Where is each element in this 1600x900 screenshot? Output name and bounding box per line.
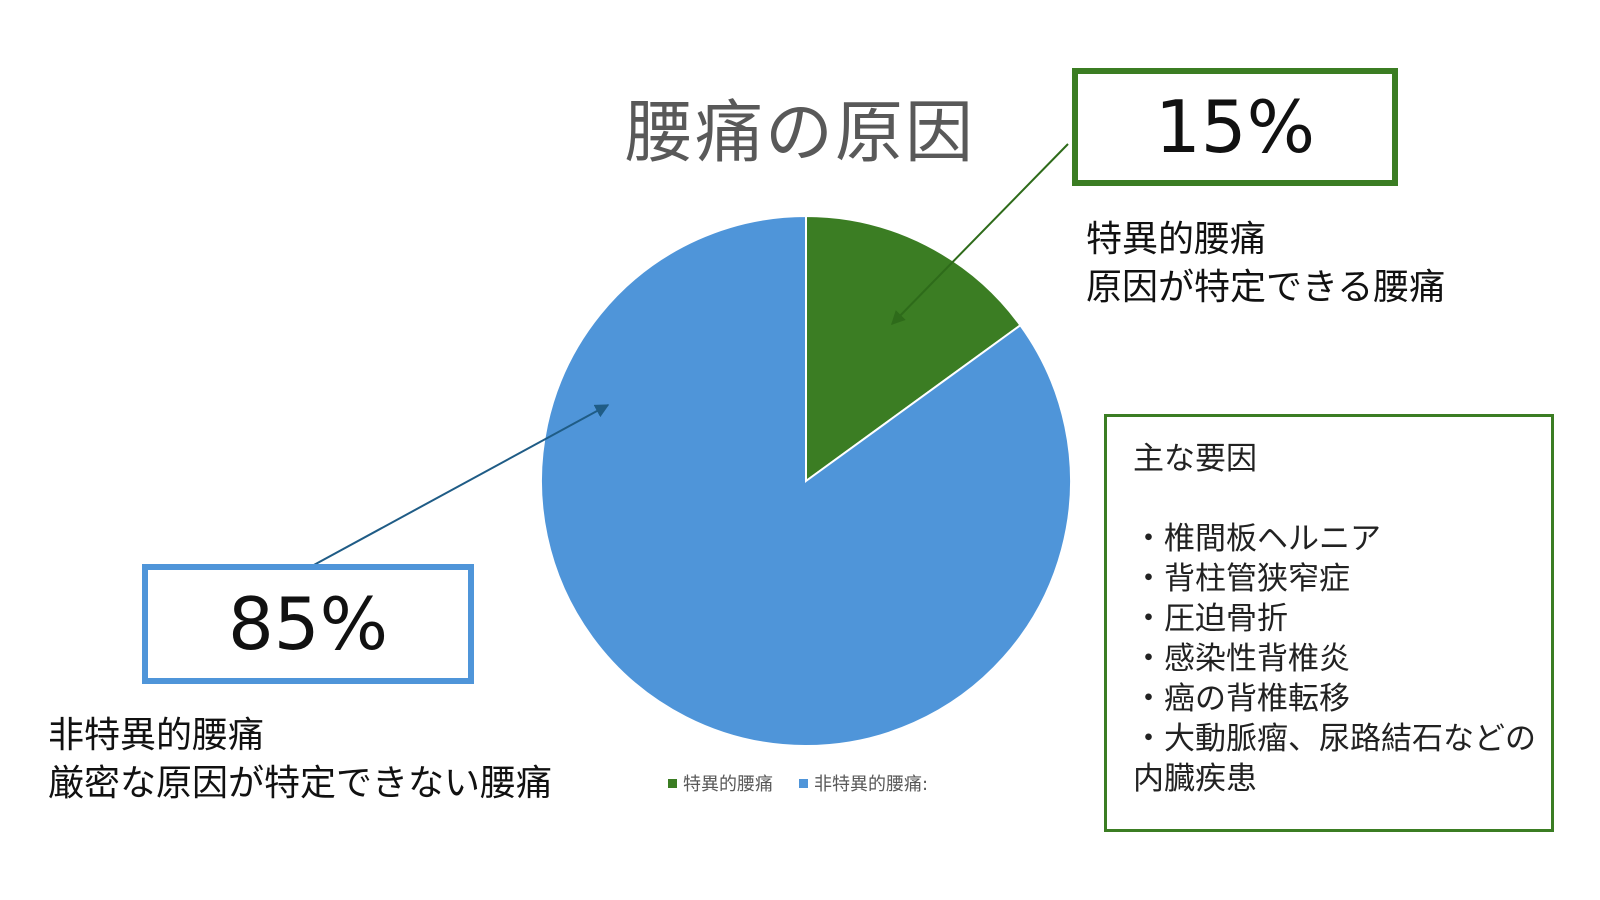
legend-label-nonspecific: 非特異的腰痛: [814,774,929,795]
specific-description-title: 特異的腰痛 [1086,219,1267,260]
legend-swatch-nonspecific [799,778,808,788]
specific-description-detail: 原因が特定できる腰痛 [1086,267,1446,308]
pie-slice-nonspecific [540,214,1072,747]
legend-swatch-specific [668,778,677,788]
nonspecific-percent-box: 85% [142,564,474,684]
legend-entry-nonspecific: 非特異的腰痛: [799,770,928,796]
specific-leader-arrow [891,143,1069,326]
main-causes-box: 主な要因 ・椎間板ヘルニア ・背柱管狭窄症 ・圧迫骨折 ・感染性背椎炎 ・癌の背… [1104,414,1554,832]
legend-entry-specific: 特異的腰痛 [668,770,773,796]
chart-title: 腰痛の原因 [624,94,975,173]
legend-label-specific: 特異的腰痛 [683,774,773,795]
cause-item: ・背柱管狭窄症 [1133,561,1350,597]
nonspecific-description: 非特異的腰痛 厳密な原因が特定できない腰痛 [48,712,552,808]
cause-item: ・感染性背椎炎 [1133,641,1350,677]
nonspecific-leader-arrow [311,404,610,567]
nonspecific-description-detail: 厳密な原因が特定できない腰痛 [48,763,553,804]
cause-item: ・圧迫骨折 [1133,601,1288,637]
chart-legend: 特異的腰痛 非特異的腰痛: [668,770,928,796]
nonspecific-description-title: 非特異的腰痛 [48,715,265,756]
cause-item: ・大動脈瘤、尿路結石などの内臓疾患 [1133,721,1536,797]
specific-description: 特異的腰痛 原因が特定できる腰痛 [1086,216,1445,312]
specific-percent-label: 15% [1154,85,1316,169]
pie-slice-specific [805,214,1022,483]
specific-percent-box: 15% [1072,68,1398,186]
cause-item: ・癌の背椎転移 [1133,681,1350,717]
nonspecific-percent-label: 85% [227,582,389,666]
main-causes-heading: 主な要因 [1133,441,1257,477]
cause-item: ・椎間板ヘルニア [1133,521,1381,557]
